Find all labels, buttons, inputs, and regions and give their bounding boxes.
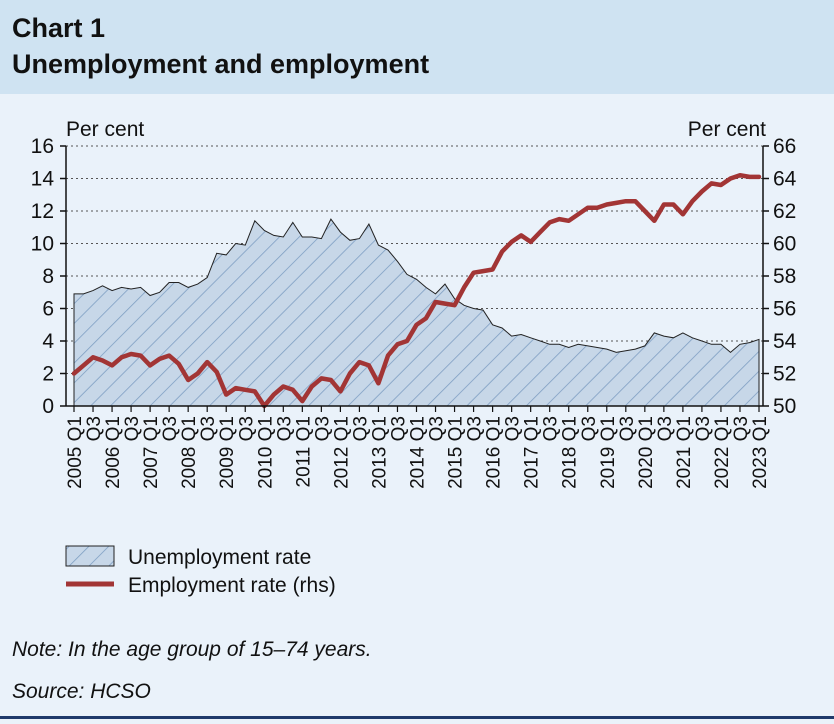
x-axis-tick-label: 2005 Q1 [65, 416, 86, 489]
x-axis-tick-label: Q3 [693, 416, 714, 441]
x-axis-tick-label: 2022 Q1 [712, 416, 733, 489]
left-axis-tick-label: 14 [31, 168, 55, 191]
chart-note: Note: In the age group of 15–74 years. [12, 638, 372, 661]
legend-swatch-unemployment [65, 545, 115, 567]
x-axis-tick-label: 2009 Q1 [217, 416, 238, 489]
left-axis-unit-label: Per cent [66, 118, 144, 141]
right-axis-tick-label: 66 [773, 135, 796, 158]
left-axis-tick-label: 12 [31, 200, 54, 223]
x-axis-tick-label: 2018 Q1 [560, 416, 581, 489]
right-axis-tick-label: 56 [773, 298, 796, 321]
x-axis-tick-label: Q3 [655, 416, 676, 441]
left-axis-tick-label: 6 [42, 298, 54, 321]
x-axis-tick-label: Q3 [427, 416, 448, 441]
legend-label-unemployment: Unemployment rate [128, 546, 311, 569]
chart-header: Chart 1 Unemployment and employment [0, 0, 834, 94]
right-axis-tick-label: 52 [773, 363, 796, 386]
legend-label-employment: Employment rate (rhs) [128, 574, 336, 597]
right-axis-tick-label: 64 [773, 168, 797, 191]
right-axis-tick-label: 50 [773, 395, 796, 418]
line-layer [71, 172, 762, 409]
left-axis-tick-label: 10 [31, 233, 54, 256]
x-axis-tick-label: Q3 [274, 416, 295, 441]
chart-area: 0 2 4 6 8 10 12 14 16 50 52 54 56 58 60 62 64 66 2005 Q1 Q3… [0, 100, 834, 630]
x-axis-tick-label: Q3 [84, 416, 105, 441]
right-axis-unit-label: Per cent [688, 118, 766, 141]
bottom-rule [0, 716, 834, 719]
x-axis-tick-label: 2006 Q1 [103, 416, 124, 489]
x-axis-tick-label: Q3 [122, 416, 143, 441]
chart-number: Chart 1 [12, 13, 106, 43]
chart-title: Unemployment and employment [12, 49, 430, 79]
x-axis-tick-label: Q3 [617, 416, 638, 441]
right-axis-tick-label: 62 [773, 200, 796, 223]
area-layer [73, 218, 760, 407]
x-axis-tick-label: 2013 Q1 [369, 416, 390, 489]
x-axis-tick-label: Q3 [503, 416, 524, 441]
x-axis-tick-label: 2011 Q1 [293, 416, 314, 487]
x-axis-tick-label: 2020 Q1 [636, 416, 657, 489]
left-axis-tick-label: 8 [42, 265, 54, 288]
x-axis-tick-label: 2015 Q1 [446, 416, 467, 489]
x-axis-tick-label: Q3 [389, 416, 410, 441]
x-axis-tick-label: Q3 [160, 416, 181, 441]
x-axis-tick-label: Q3 [236, 416, 257, 441]
unemployment-area [73, 218, 760, 407]
x-axis-tick-label: 2014 Q1 [408, 416, 429, 489]
x-axis-tick-label: Q3 [465, 416, 486, 441]
x-axis-tick-label: Q3 [198, 416, 219, 441]
x-axis-tick-label: 2021 Q1 [674, 416, 695, 489]
x-axis-tick-label: Q3 [579, 416, 600, 441]
left-axis-tick-label: 0 [42, 395, 54, 418]
x-axis-tick-label: Q3 [312, 416, 333, 441]
left-axis-tick-label: 16 [31, 135, 54, 158]
right-axis-tick-label: 58 [773, 265, 796, 288]
x-axis-tick-label: 2008 Q1 [179, 416, 200, 489]
x-axis-tick-label: Q3 [731, 416, 752, 441]
x-axis-tick-label: 2017 Q1 [522, 416, 543, 489]
legend: Unemployment rate Employment rate (rhs) [65, 545, 336, 597]
employment-line [71, 172, 762, 409]
left-axis-tick-label: 4 [42, 330, 54, 353]
right-axis-tick-label: 54 [773, 330, 797, 353]
x-axis-tick-label: 2019 Q1 [598, 416, 619, 489]
x-axis-tick-label: 2012 Q1 [331, 416, 352, 489]
left-axis-tick-label: 2 [42, 363, 54, 386]
x-axis-tick-label: Q3 [350, 416, 371, 441]
right-axis-tick-label: 60 [773, 233, 796, 256]
x-axis-tick-label: 2016 Q1 [484, 416, 505, 489]
x-axis-tick-label: 2023 Q1 [750, 416, 771, 489]
x-axis-tick-label: 2007 Q1 [141, 416, 162, 489]
x-axis-tick-label: Q3 [541, 416, 562, 441]
chart-source: Source: HCSO [12, 680, 151, 703]
x-axis-tick-label: 2010 Q1 [255, 416, 276, 489]
